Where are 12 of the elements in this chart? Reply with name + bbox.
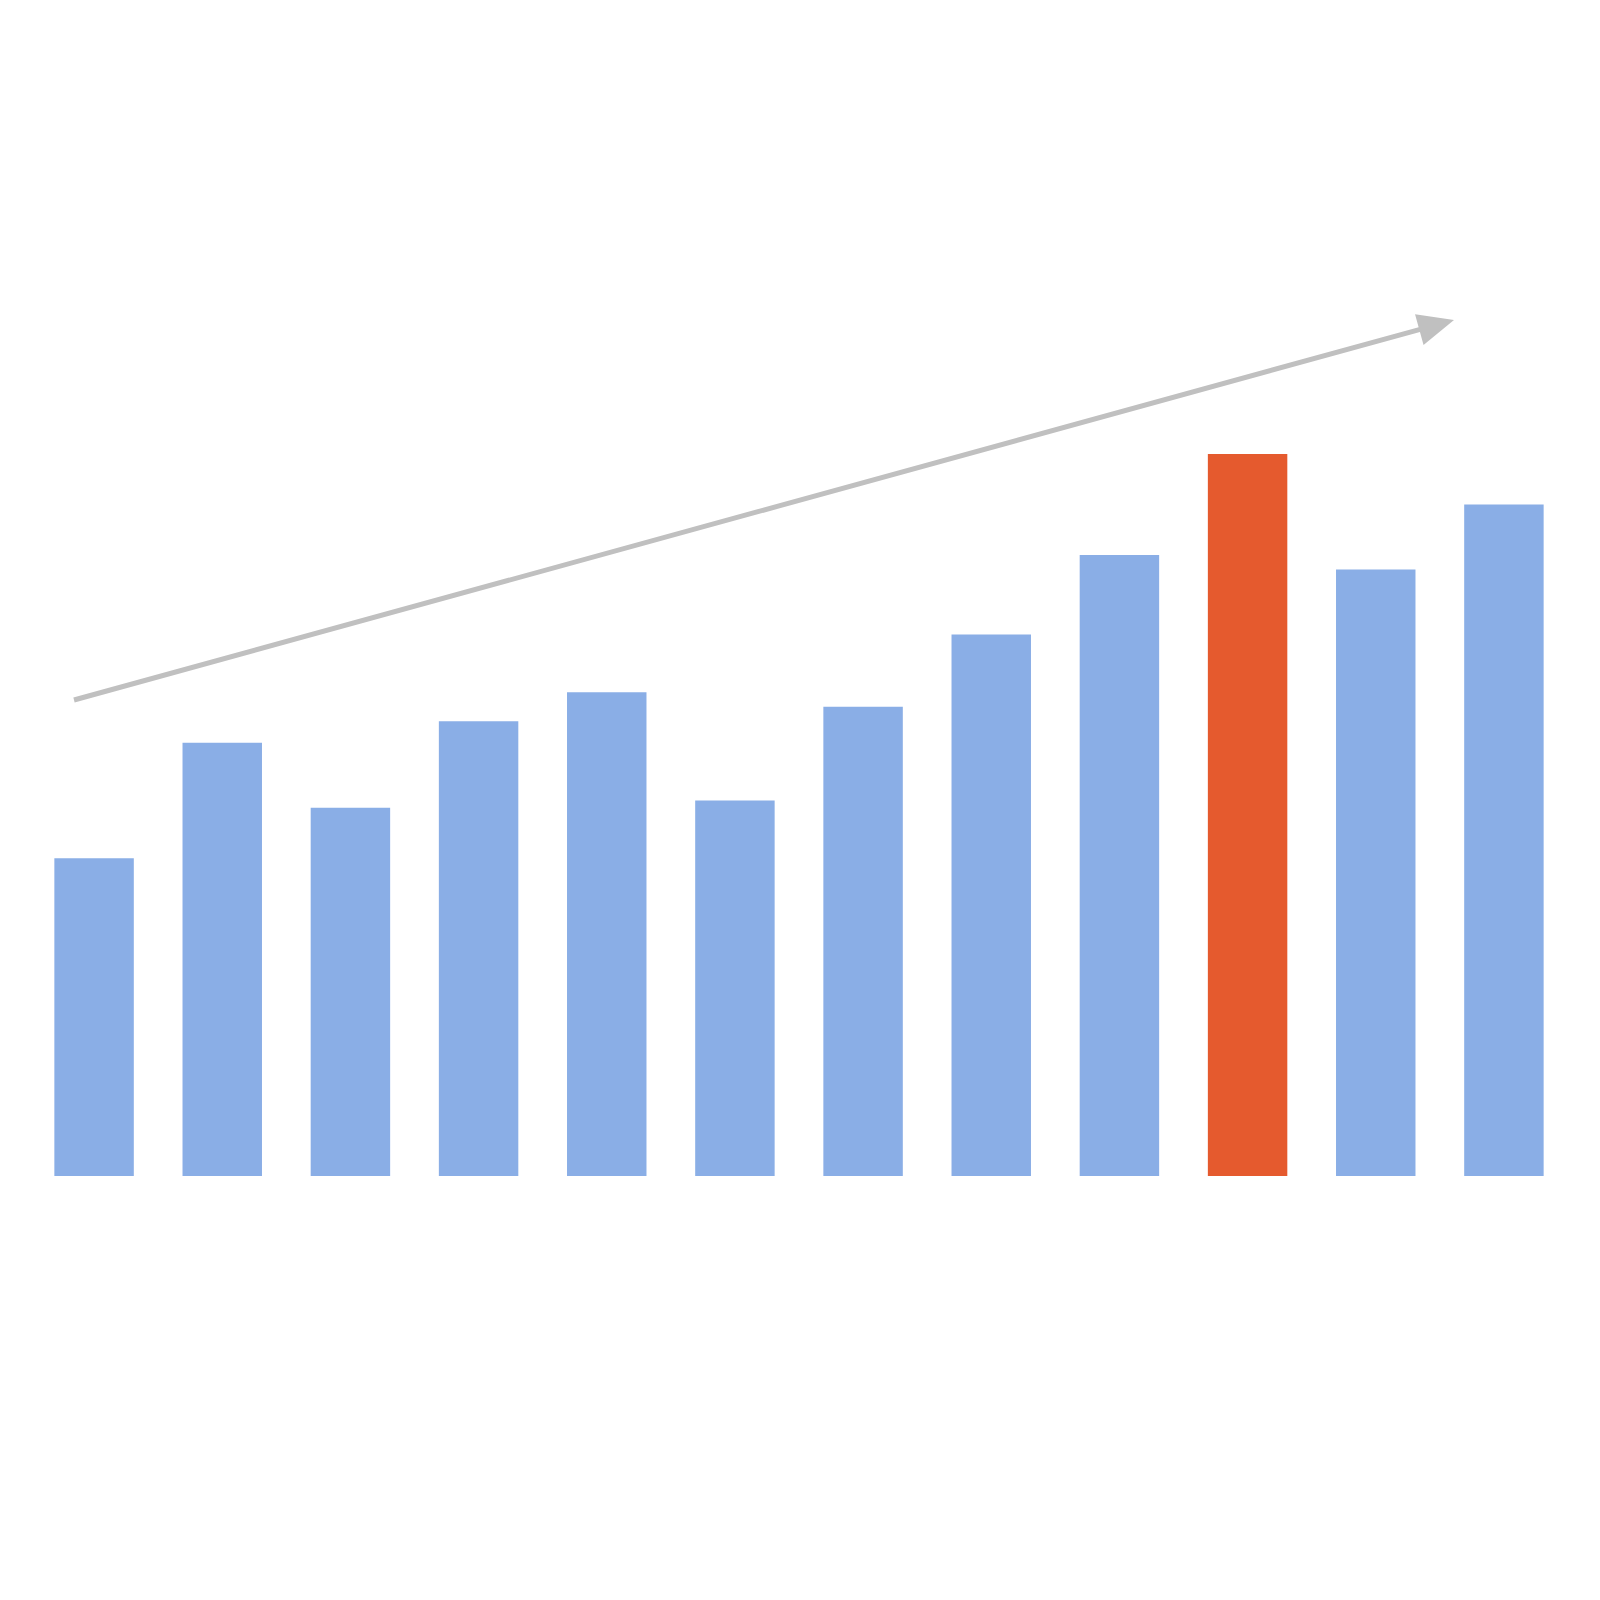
bar xyxy=(1079,555,1160,1176)
bar xyxy=(1207,454,1288,1176)
bar xyxy=(951,634,1031,1176)
bar xyxy=(438,721,519,1176)
bar xyxy=(182,742,262,1176)
bar xyxy=(310,807,391,1176)
bar xyxy=(823,706,903,1176)
bar xyxy=(1336,569,1416,1176)
bar xyxy=(54,858,134,1176)
bar xyxy=(1464,504,1544,1176)
bar xyxy=(567,692,647,1176)
bar xyxy=(695,800,775,1176)
